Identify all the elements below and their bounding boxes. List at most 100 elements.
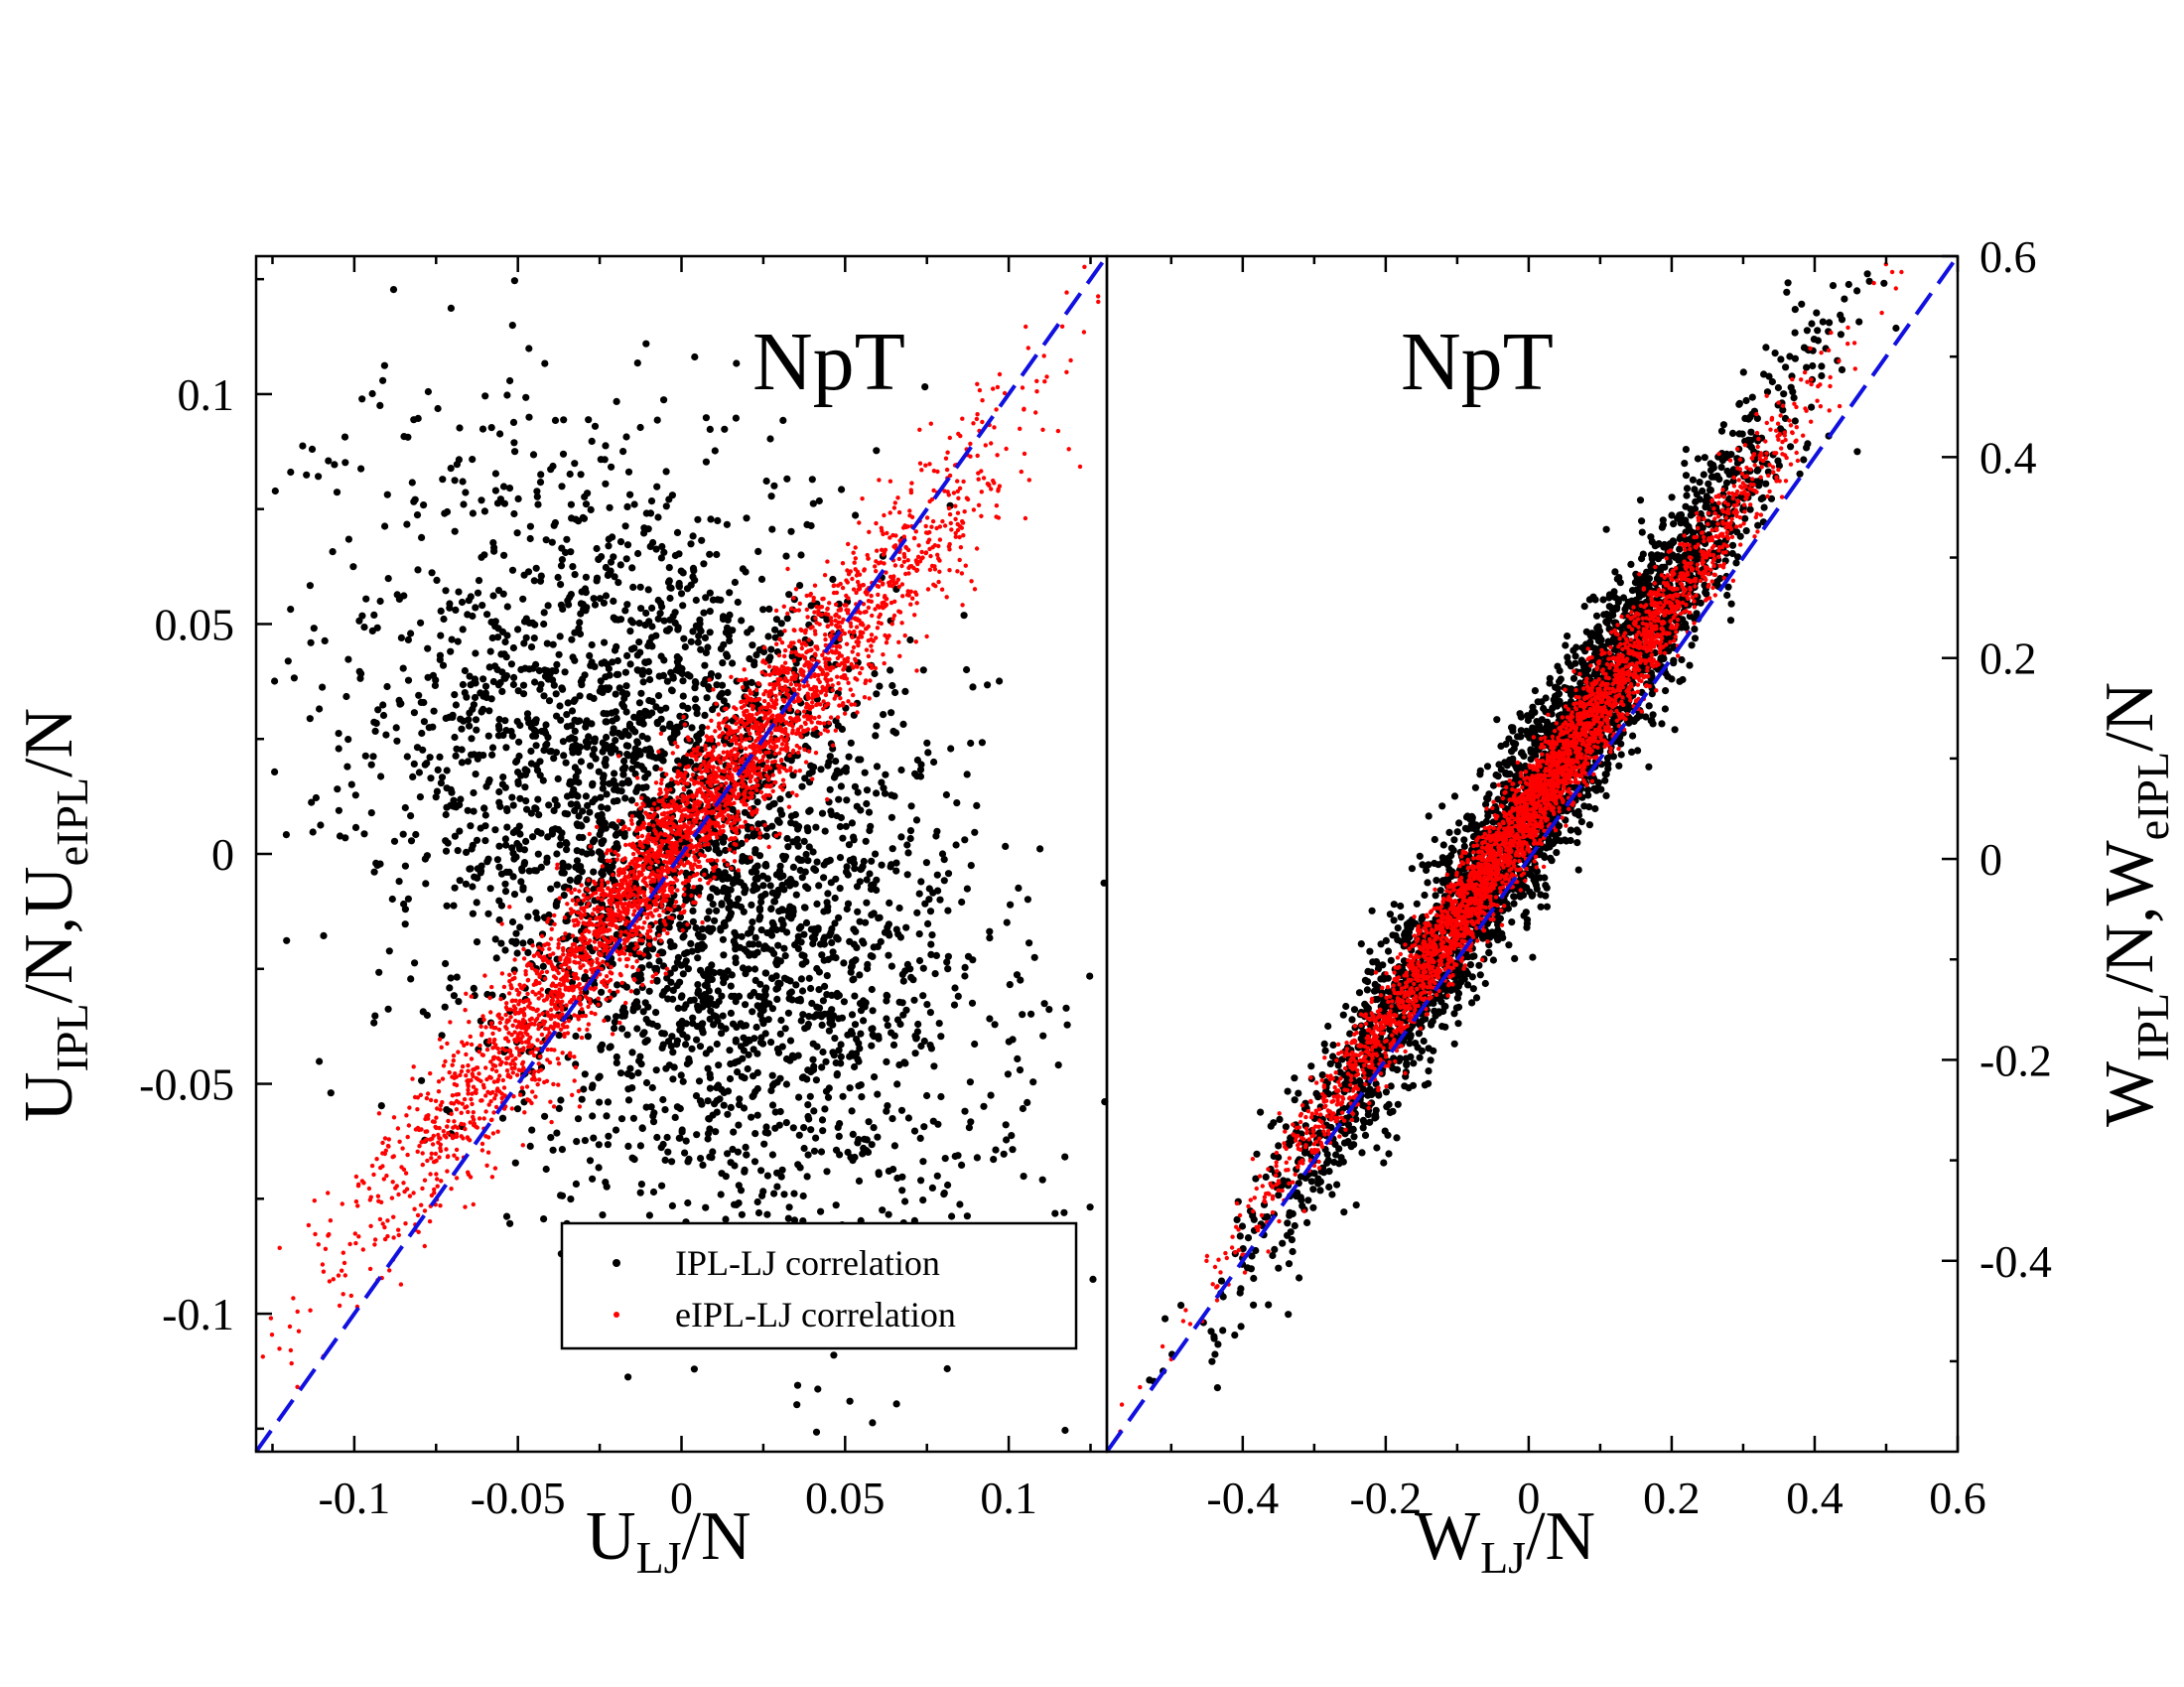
left-point-ipl (809, 499, 817, 507)
left-point-eipl (753, 687, 759, 693)
left-point-eipl (287, 1324, 293, 1330)
left-point-ipl (764, 1016, 772, 1024)
left-point-ipl (532, 728, 540, 736)
left-point-ipl (754, 1208, 763, 1217)
left-point-ipl (624, 1096, 633, 1104)
left-point-eipl (541, 998, 547, 1003)
left-point-ipl (582, 573, 591, 581)
left-point-ipl (694, 515, 702, 523)
left-point-ipl (534, 795, 542, 803)
left-point-ipl (687, 939, 695, 948)
left-point-ipl (865, 808, 874, 816)
left-point-ipl (464, 758, 473, 766)
left-point-ipl (586, 1157, 595, 1165)
left-point-eipl (766, 844, 771, 850)
left-point-ipl (915, 890, 923, 898)
left-point-ipl (451, 691, 459, 699)
left-point-ipl (442, 810, 450, 819)
left-point-eipl (372, 1242, 377, 1247)
left-point-ipl (581, 1070, 589, 1078)
left-point-ipl (618, 1007, 626, 1015)
left-point-ipl (961, 836, 969, 844)
left-point-ipl (787, 527, 795, 535)
left-point-ipl (909, 976, 917, 984)
left-point-ipl (443, 507, 452, 516)
left-point-ipl (778, 906, 786, 914)
left-point-eipl (750, 826, 754, 831)
left-point-ipl (665, 722, 674, 731)
left-point-ipl (692, 596, 700, 605)
left-point-eipl (972, 587, 978, 592)
left-point-ipl (344, 535, 352, 543)
left-point-eipl (467, 1020, 472, 1025)
left-point-ipl (604, 804, 612, 812)
left-point-ipl (436, 651, 444, 659)
left-point-ipl (693, 1023, 702, 1031)
left-point-ipl (485, 663, 493, 671)
left-point-ipl (876, 914, 884, 921)
left-point-ipl (577, 758, 586, 766)
left-point-ipl (454, 847, 462, 855)
left-point-ipl (674, 757, 682, 765)
left-point-ipl (706, 1084, 715, 1092)
left-point-ipl (1014, 1054, 1022, 1062)
left-point-eipl (823, 636, 828, 642)
left-point-ipl (944, 952, 953, 960)
left-point-ipl (519, 939, 527, 947)
left-point-eipl (454, 1107, 460, 1112)
left-point-eipl (830, 688, 835, 693)
left-point-eipl (348, 1293, 353, 1299)
left-point-ipl (813, 858, 821, 866)
left-point-ipl (489, 677, 497, 686)
left-point-eipl (914, 601, 919, 606)
left-point-ipl (774, 941, 782, 949)
left-point-ipl (812, 1428, 821, 1436)
left-point-eipl (433, 1098, 439, 1104)
left-point-ipl (864, 1148, 873, 1156)
left-point-ipl (1019, 1011, 1026, 1019)
left-point-ipl (832, 954, 840, 962)
left-point-ipl (719, 935, 728, 943)
left-point-ipl (954, 1152, 962, 1160)
left-point-eipl (744, 737, 749, 742)
left-point-eipl (682, 892, 687, 898)
left-point-eipl (556, 1061, 562, 1066)
left-point-ipl (930, 1062, 938, 1070)
left-point-ipl (836, 769, 844, 776)
left-point-ipl (568, 635, 576, 643)
left-point-ipl (958, 1161, 966, 1169)
left-point-ipl (463, 693, 471, 701)
left-point-ipl (928, 931, 936, 939)
left-point-ipl (556, 633, 564, 640)
left-point-ipl (424, 387, 432, 396)
left-point-ipl (450, 796, 458, 804)
left-point-ipl (739, 964, 748, 972)
left-point-eipl (729, 866, 734, 871)
left-point-ipl (1017, 976, 1024, 984)
left-point-ipl (889, 1166, 897, 1174)
left-point-ipl (679, 569, 687, 577)
left-point-ipl (888, 1115, 896, 1123)
left-point-eipl (906, 547, 911, 553)
left-point-ipl (944, 965, 952, 973)
left-point-ipl (534, 850, 542, 858)
left-point-eipl (584, 927, 589, 932)
left-point-eipl (588, 938, 593, 943)
left-point-ipl (623, 502, 631, 510)
left-point-ipl (815, 986, 823, 994)
left-point-ipl (485, 707, 493, 715)
left-point-ipl (341, 433, 349, 441)
left-point-ipl (371, 1012, 379, 1020)
left-point-ipl (677, 1022, 685, 1030)
left-point-eipl (656, 749, 661, 755)
left-point-ipl (961, 1107, 969, 1115)
left-point-ipl (508, 844, 516, 852)
left-point-ipl (601, 638, 609, 646)
left-point-ipl (903, 871, 911, 879)
left-point-ipl (574, 821, 582, 830)
left-point-ipl (468, 845, 476, 853)
left-point-ipl (583, 815, 591, 824)
left-point-ipl (509, 643, 518, 652)
left-point-ipl (642, 1078, 651, 1087)
left-point-ipl (726, 1047, 734, 1054)
